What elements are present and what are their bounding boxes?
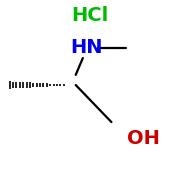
Text: OH: OH bbox=[127, 130, 160, 148]
Text: HN: HN bbox=[70, 38, 103, 57]
Text: HCl: HCl bbox=[71, 6, 109, 25]
